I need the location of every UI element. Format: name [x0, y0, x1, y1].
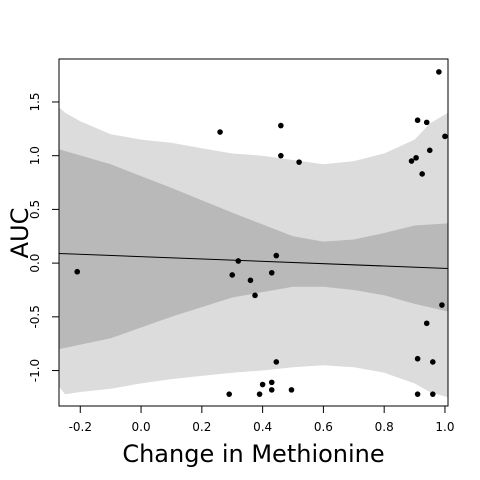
plot-content [59, 69, 448, 398]
x-tick-label: 0.2 [192, 420, 211, 434]
data-point [278, 122, 284, 129]
data-point [413, 155, 419, 161]
trend-line [59, 252, 448, 269]
data-point [430, 359, 436, 365]
y-tick-label: 1.5 [28, 92, 42, 111]
data-point [259, 381, 266, 388]
data-point [423, 320, 430, 327]
x-axis: -0.2 0.0 0.2 0.4 0.6 0.8 1.0 [69, 405, 455, 434]
y-tick-label: -0.5 [28, 305, 42, 328]
data-point [423, 119, 430, 126]
x-tick-label: 0.8 [375, 420, 394, 434]
data-point [247, 277, 254, 284]
x-tick-label: 0.0 [132, 420, 151, 434]
y-axis: -1.0 -0.5 0.0 0.5 1.0 1.5 [28, 92, 60, 382]
data-point [217, 129, 223, 135]
data-point [278, 152, 284, 159]
data-point [442, 133, 448, 140]
data-point [74, 268, 81, 275]
data-point [419, 171, 425, 177]
y-tick-label: 0.0 [28, 254, 42, 273]
x-axis-title: Change in Methionine [122, 440, 384, 468]
data-point [235, 258, 242, 264]
y-axis-title: AUC [6, 208, 34, 259]
x-tick-label: -0.2 [69, 420, 92, 434]
data-point [226, 391, 232, 397]
y-tick-label: -1.0 [28, 359, 42, 382]
data-point [426, 147, 433, 154]
data-point [408, 158, 415, 164]
data-point [268, 269, 275, 276]
x-tick-label: 1.0 [435, 420, 454, 434]
data-point [296, 159, 302, 165]
x-tick-label: 0.4 [253, 420, 272, 434]
data-point [273, 359, 280, 365]
data-point [229, 272, 236, 278]
inner-confidence-band [59, 149, 448, 350]
data-point [430, 391, 436, 397]
y-tick-label: 0.5 [28, 200, 42, 219]
data-point [252, 292, 258, 299]
data-point [256, 391, 263, 397]
data-point [414, 391, 421, 397]
data-point [288, 387, 295, 393]
data-point [436, 69, 442, 75]
data-point [439, 302, 445, 308]
plot-area [58, 58, 449, 407]
x-tick-label: 0.6 [314, 420, 333, 434]
data-point [414, 117, 421, 124]
data-point [268, 379, 275, 386]
data-point [268, 387, 275, 393]
data-points [74, 69, 448, 397]
data-point [414, 355, 421, 362]
data-point [273, 252, 280, 259]
y-tick-label: 1.0 [28, 146, 42, 165]
